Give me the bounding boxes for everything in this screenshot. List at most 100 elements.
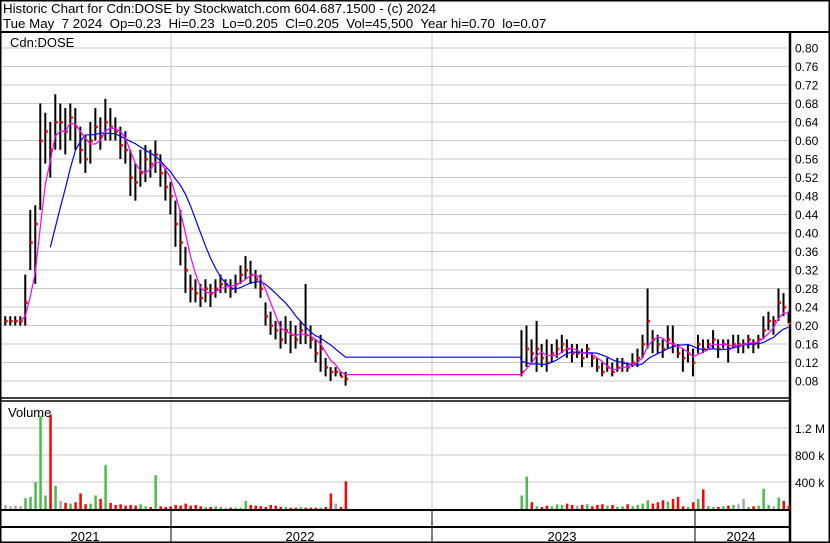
close-tick <box>708 343 711 346</box>
volume-bar <box>691 502 695 509</box>
volume-bar <box>586 504 589 509</box>
volume-bar <box>702 489 705 509</box>
volume-bar <box>199 506 202 509</box>
volume-bar <box>671 498 675 509</box>
close-tick <box>50 148 53 152</box>
close-tick <box>80 148 83 152</box>
volume-bar <box>616 506 619 509</box>
volume-bar <box>114 504 117 509</box>
volume-bar <box>591 506 594 509</box>
close-tick <box>275 329 279 332</box>
volume-bar <box>269 504 273 509</box>
volume-bar <box>14 505 17 509</box>
close-tick <box>110 125 113 129</box>
close-tick <box>320 347 324 351</box>
close-tick <box>30 241 33 244</box>
close-tick <box>556 347 560 351</box>
volume-bar <box>319 507 323 509</box>
close-tick <box>170 195 173 198</box>
close-tick <box>315 352 319 355</box>
volume-bar <box>712 506 715 509</box>
volume-bar <box>59 500 62 509</box>
volume-bar <box>144 506 147 509</box>
volume-bar <box>666 501 670 509</box>
volume-bar <box>204 506 207 509</box>
volume-bar <box>189 505 192 509</box>
volume-bar <box>69 503 72 509</box>
close-tick <box>285 329 289 332</box>
volume-tick-label: 400 k <box>795 476 825 490</box>
close-tick <box>35 222 38 226</box>
volume-bar <box>611 504 614 509</box>
volume-bar <box>219 506 222 509</box>
close-tick <box>130 176 133 179</box>
close-tick <box>531 352 535 355</box>
volume-bar <box>74 502 77 509</box>
volume-bar <box>520 495 523 509</box>
close-tick <box>195 292 198 295</box>
volume-bar <box>722 506 725 509</box>
close-tick <box>692 361 696 364</box>
volume-tick-label: 1.2 M <box>795 422 825 436</box>
volume-bar <box>626 504 629 509</box>
volume-bar <box>651 503 655 509</box>
volume-bar <box>707 506 710 509</box>
close-tick <box>295 338 299 341</box>
close-tick <box>290 333 294 337</box>
volume-bar <box>174 504 177 509</box>
volume-bar <box>239 507 243 509</box>
close-tick <box>642 343 646 346</box>
volume-bar <box>129 504 132 509</box>
volume-bar <box>294 507 298 509</box>
price-tick-label: 0.52 <box>795 171 819 185</box>
close-tick <box>180 241 183 244</box>
volume-bar <box>9 506 12 509</box>
volume-bar <box>535 506 539 509</box>
close-tick <box>713 338 716 341</box>
close-tick <box>738 343 741 346</box>
close-tick <box>85 158 88 161</box>
volume-bar <box>299 506 303 509</box>
volume-bar <box>525 476 529 509</box>
close-tick <box>245 269 249 272</box>
volume-bar <box>154 475 157 509</box>
close-tick <box>45 130 48 133</box>
volume-bar <box>545 505 549 509</box>
volume-bar <box>752 506 755 509</box>
volume-bar <box>555 504 559 509</box>
close-tick <box>65 130 68 133</box>
volume-bar <box>560 504 564 509</box>
volume-bar <box>284 506 288 509</box>
close-tick <box>150 162 153 166</box>
close-tick <box>592 356 595 360</box>
close-tick <box>667 338 671 341</box>
close-tick <box>778 301 781 304</box>
volume-bar <box>570 504 574 509</box>
price-tick-label: 0.64 <box>795 116 819 130</box>
volume-bar <box>787 505 791 509</box>
volume-bar <box>139 504 142 509</box>
price-tick-label: 0.36 <box>795 245 819 259</box>
close-tick <box>255 278 259 281</box>
volume-bar <box>757 505 760 509</box>
close-tick <box>768 319 771 323</box>
volume-bar <box>762 488 765 509</box>
close-tick <box>300 329 304 332</box>
close-tick <box>25 301 28 304</box>
volume-bar <box>686 506 690 509</box>
volume-bar <box>184 503 187 509</box>
volume-bar <box>179 505 182 509</box>
close-tick <box>617 366 620 369</box>
year-label: 2022 <box>286 529 315 543</box>
close-tick <box>536 347 540 351</box>
volume-bar <box>209 506 212 509</box>
close-tick <box>335 370 339 374</box>
close-tick <box>55 121 58 124</box>
volume-bar <box>214 506 217 509</box>
price-tick-label: 0.20 <box>795 319 819 333</box>
close-tick <box>587 347 590 351</box>
volume-bar <box>234 507 237 509</box>
close-tick <box>748 338 751 341</box>
year-label: 2023 <box>548 529 577 543</box>
close-tick <box>5 319 8 323</box>
